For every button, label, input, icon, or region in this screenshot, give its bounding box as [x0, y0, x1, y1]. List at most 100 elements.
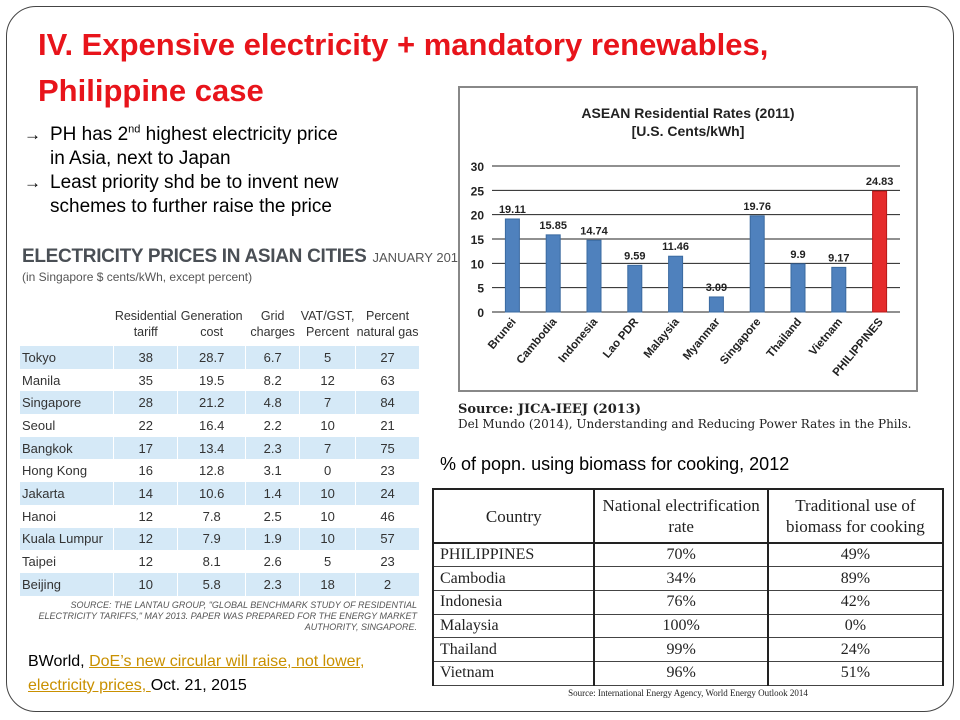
table-row: Hong Kong 16 12.8 3.1 0 23: [20, 459, 420, 483]
column-header: VAT/GST, Percent: [299, 302, 357, 346]
value-cell: 63: [355, 368, 420, 392]
country-cell: Thailand: [431, 637, 596, 662]
column-header: [20, 302, 115, 346]
category-label: Cambodia: [515, 316, 560, 367]
value-cell: 7.9: [177, 527, 247, 551]
value-cell: 6.7: [245, 346, 301, 369]
value-cell: 18: [299, 572, 357, 596]
column-header: Residential tariff: [113, 302, 179, 346]
table-row: Hanoi 12 7.8 2.5 10 46: [20, 504, 420, 528]
table-header-row: Residential tariff Generation cost Grid …: [20, 302, 420, 346]
value-cell: 5.8: [177, 572, 247, 596]
value-cell: 10.6: [177, 482, 247, 505]
percent-cell: 70%: [593, 542, 769, 568]
value-cell: 10: [113, 572, 179, 596]
bar: [708, 296, 724, 313]
table-row: Jakarta 14 10.6 1.4 10 24: [20, 482, 420, 505]
table-subtitle: (in Singapore $ cents/kWh, except percen…: [22, 270, 253, 284]
value-cell: 24: [355, 482, 420, 505]
value-cell: 10: [299, 482, 357, 505]
value-cell: 12: [113, 550, 179, 573]
value-cell: 28.7: [177, 346, 247, 369]
chart-title-main: ASEAN Residential Rates (2011): [581, 105, 795, 121]
category-label: Brunei: [486, 316, 519, 352]
table-row: Kuala Lumpur 12 7.9 1.9 10 57: [20, 527, 420, 551]
value-cell: 10: [299, 504, 357, 528]
table-title-date: JANUARY 2013: [372, 250, 466, 265]
city-cell: Hanoi: [20, 504, 115, 528]
article-link[interactable]: DoE’s new circular will raise, not lower…: [28, 653, 365, 694]
credit-prefix: BWorld,: [28, 653, 90, 670]
value-cell: 13.4: [177, 436, 247, 460]
value-cell: 21: [355, 414, 420, 437]
column-header: Traditional use of biomass for cooking: [766, 488, 945, 544]
city-cell: Beijing: [20, 572, 115, 596]
value-cell: 7: [299, 391, 357, 415]
column-header: Generation cost: [177, 302, 247, 346]
bullet-text: PH has 2: [50, 124, 129, 145]
value-cell: 8.2: [245, 368, 301, 392]
category-label: Malaysia: [642, 316, 682, 361]
value-cell: 10: [299, 527, 357, 551]
value-cell: 21.2: [177, 391, 247, 415]
value-cell: 84: [355, 391, 420, 415]
chart-source-line-2: Del Mundo (2014), Understanding and Redu…: [458, 417, 912, 431]
percent-cell: 99%: [593, 637, 769, 662]
table-title: ELECTRICITY PRICES IN ASIAN CITIES JANUAR…: [22, 246, 465, 268]
country-cell: PHILIPPINES: [431, 542, 596, 568]
biomass-table: Country National electrification rate Tr…: [431, 488, 945, 698]
bullet-item: → PH has 2nd highest electricity price i…: [24, 123, 424, 171]
bar-value-label: 14.74: [580, 225, 608, 237]
bar-value-label: 11.46: [662, 241, 689, 253]
bar-value-label: 19.76: [743, 201, 771, 213]
bar: [545, 234, 561, 313]
table-row: Tokyo 38 28.7 6.7 5 27: [20, 346, 420, 369]
value-cell: 10: [299, 414, 357, 437]
biomass-source: Source: International Energy Agency, Wor…: [568, 687, 808, 698]
bar: [586, 239, 602, 313]
column-header: Percent natural gas: [355, 302, 420, 346]
percent-cell: 76%: [593, 589, 769, 615]
percent-cell: 96%: [593, 660, 769, 686]
value-cell: 35: [113, 368, 179, 392]
y-tick-label: 10: [471, 257, 485, 271]
city-cell: Kuala Lumpur: [20, 527, 115, 551]
value-cell: 12.8: [177, 459, 247, 483]
bullet-superscript: nd: [128, 123, 141, 136]
bar: [504, 218, 520, 313]
bar: [627, 264, 643, 313]
country-cell: Indonesia: [431, 589, 596, 615]
asian-electricity-prices-table: ELECTRICITY PRICES IN ASIAN CITIES JANUAR…: [20, 240, 465, 640]
prices-grid: Residential tariff Generation cost Grid …: [20, 302, 420, 596]
y-tick-label: 25: [471, 184, 485, 198]
chart-title: ASEAN Residential Rates (2011) [U.S. Cen…: [460, 104, 916, 140]
asean-rates-chart: ASEAN Residential Rates (2011) [U.S. Cen…: [458, 86, 918, 392]
category-label: Singapore: [718, 316, 763, 367]
bullet-text: schemes to further raise the price: [50, 196, 332, 217]
slide-title: IV. Expensive electricity + mandatory re…: [38, 22, 938, 114]
bar-value-label: 9.9: [790, 249, 805, 261]
credit-date: Oct. 21, 2015: [150, 677, 247, 694]
value-cell: 57: [355, 527, 420, 551]
percent-cell: 34%: [593, 566, 769, 591]
value-cell: 0: [299, 459, 357, 483]
city-cell: Jakarta: [20, 482, 115, 505]
chart-plot: 0 5 10 15 20 25 30 19.11 Brunei 15.85 Cambodia 14.7…: [471, 160, 900, 379]
bar: [831, 266, 847, 313]
city-cell: Hong Kong: [20, 459, 115, 483]
city-cell: Seoul: [20, 414, 115, 437]
city-cell: Taipei: [20, 550, 115, 573]
bar: [668, 255, 684, 313]
table-row: Indonesia 76% 42%: [431, 589, 945, 615]
bullet-item: → Least priority shd be to invent new sc…: [24, 171, 424, 219]
city-cell: Manila: [20, 368, 115, 392]
value-cell: 1.9: [245, 527, 301, 551]
bar-value-label: 9.17: [828, 252, 849, 264]
value-cell: 2.3: [245, 572, 301, 596]
percent-cell: 51%: [766, 660, 945, 686]
table-row: Seoul 22 16.4 2.2 10 21: [20, 414, 420, 437]
value-cell: 1.4: [245, 482, 301, 505]
country-cell: Cambodia: [431, 566, 596, 591]
percent-cell: 24%: [766, 637, 945, 662]
value-cell: 46: [355, 504, 420, 528]
